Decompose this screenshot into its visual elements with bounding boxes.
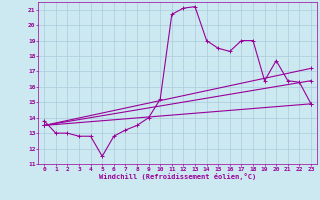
X-axis label: Windchill (Refroidissement éolien,°C): Windchill (Refroidissement éolien,°C) [99, 173, 256, 180]
